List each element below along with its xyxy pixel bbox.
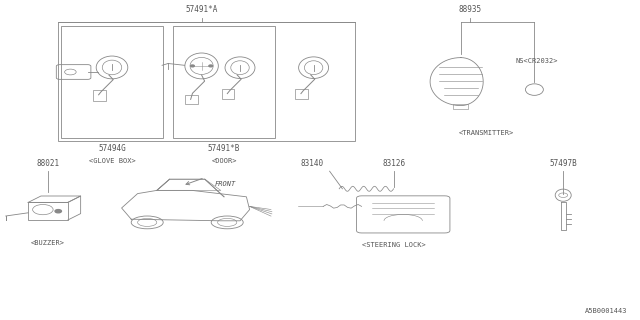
Text: <STEERING LOCK>: <STEERING LOCK> xyxy=(362,242,426,248)
Circle shape xyxy=(55,210,61,213)
Bar xyxy=(184,95,198,104)
Text: 57491*B: 57491*B xyxy=(208,144,240,153)
Text: <TRANSMITTER>: <TRANSMITTER> xyxy=(459,130,514,136)
Circle shape xyxy=(209,65,212,67)
Text: 83126: 83126 xyxy=(382,159,405,168)
Text: 57497B: 57497B xyxy=(549,159,577,168)
Text: <BUZZER>: <BUZZER> xyxy=(31,240,65,246)
Bar xyxy=(453,104,468,109)
Bar xyxy=(61,26,163,138)
Text: 88021: 88021 xyxy=(36,159,60,168)
Bar xyxy=(93,90,106,101)
Bar xyxy=(173,26,275,138)
Text: FRONT: FRONT xyxy=(214,181,236,187)
Text: 88935: 88935 xyxy=(459,5,482,14)
Text: 83140: 83140 xyxy=(300,159,323,168)
Text: 57494G: 57494G xyxy=(98,144,126,153)
Bar xyxy=(221,89,234,99)
Text: 57491*A: 57491*A xyxy=(186,5,218,14)
Circle shape xyxy=(191,65,195,67)
Bar xyxy=(295,89,308,99)
Text: NS<CR2032>: NS<CR2032> xyxy=(515,58,557,64)
Bar xyxy=(28,203,68,220)
Text: <DOOR>: <DOOR> xyxy=(211,158,237,164)
Text: A5B0001443: A5B0001443 xyxy=(585,308,627,314)
Text: <GLOVE BOX>: <GLOVE BOX> xyxy=(88,158,136,164)
Bar xyxy=(58,22,355,141)
